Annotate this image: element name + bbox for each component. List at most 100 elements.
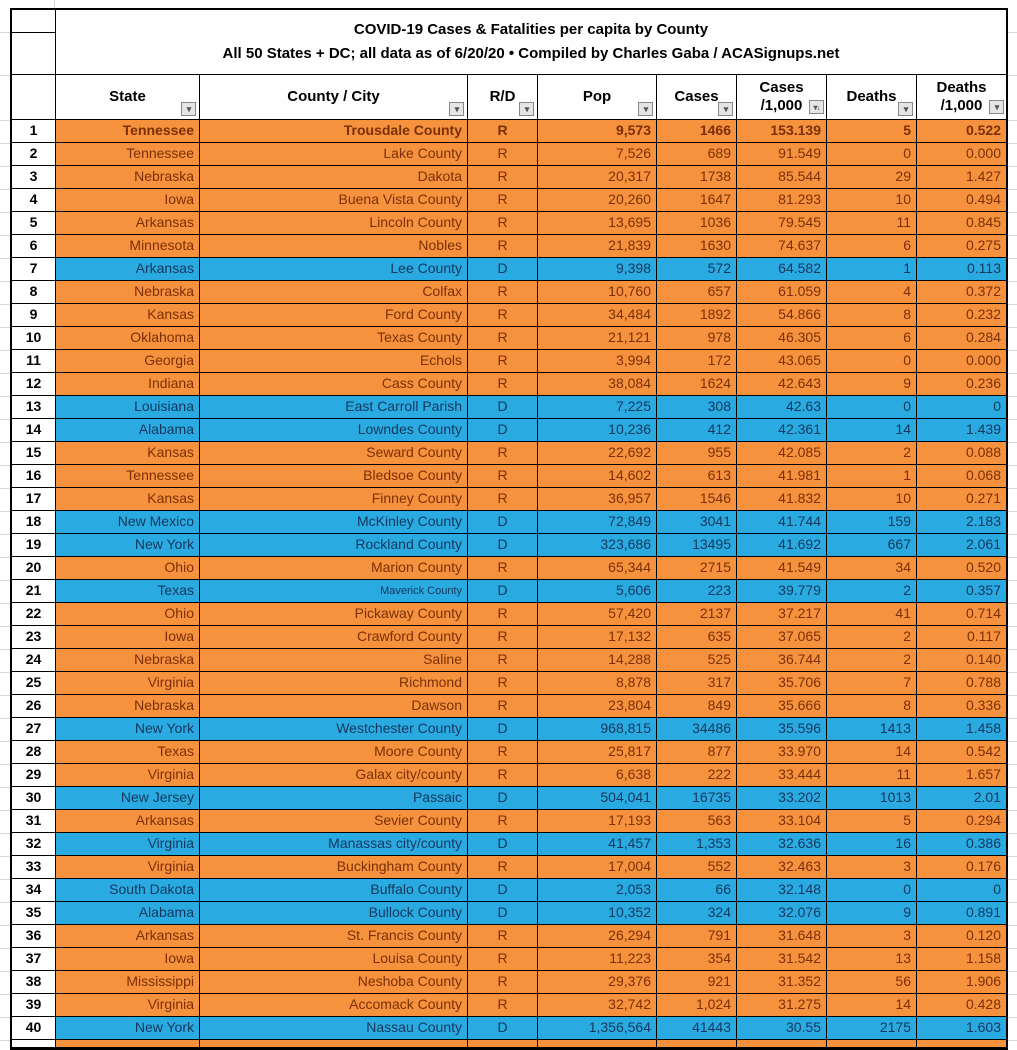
cell-deaths-per-1000[interactable]: 2.01 — [917, 787, 1006, 810]
row-number[interactable]: 25 — [12, 672, 56, 695]
cell-pop[interactable]: 2,053 — [538, 879, 657, 902]
row-number[interactable]: 32 — [12, 833, 56, 856]
cell-deaths-per-1000[interactable]: 0.386 — [917, 833, 1006, 856]
cell-county[interactable]: Moore County — [200, 741, 468, 764]
cell-state[interactable]: Kansas — [56, 442, 200, 465]
cell-deaths-per-1000[interactable]: 2.183 — [917, 511, 1006, 534]
row-number[interactable]: 19 — [12, 534, 56, 557]
empty-cell[interactable] — [12, 10, 55, 33]
cell-cases[interactable]: 13495 — [657, 534, 737, 557]
cell-cases-per-1000[interactable]: 39.779 — [737, 580, 827, 603]
cell-pop[interactable]: 6,638 — [538, 764, 657, 787]
cell-cases[interactable]: 1,353 — [657, 833, 737, 856]
cell-deaths[interactable]: 0 — [827, 879, 917, 902]
cell-county[interactable]: Passaic — [200, 787, 468, 810]
cell-state[interactable]: Mississippi — [56, 971, 200, 994]
cell-cases-per-1000[interactable]: 54.866 — [737, 304, 827, 327]
cell-deaths[interactable]: 0 — [827, 350, 917, 373]
cell-cases-per-1000[interactable]: 41.981 — [737, 465, 827, 488]
cell-county[interactable]: Buena Vista County — [200, 189, 468, 212]
cell-state[interactable]: Virginia — [56, 856, 200, 879]
cell-state[interactable]: Nebraska — [56, 281, 200, 304]
cell-cases-per-1000[interactable]: 33.970 — [737, 741, 827, 764]
cell-cases-per-1000[interactable]: 42.361 — [737, 419, 827, 442]
cell-cases[interactable]: 921 — [657, 971, 737, 994]
cell-cases[interactable]: 563 — [657, 810, 737, 833]
cell-deaths-per-1000[interactable]: 0.000 — [917, 350, 1006, 373]
cell-state[interactable]: Georgia — [56, 350, 200, 373]
cell-deaths[interactable]: 41 — [827, 603, 917, 626]
cell-county[interactable]: Bullock County — [200, 902, 468, 925]
cell-cases-per-1000[interactable]: 32.463 — [737, 856, 827, 879]
cell-cases-per-1000[interactable]: 31.275 — [737, 994, 827, 1017]
cell-state[interactable]: Virginia — [56, 994, 200, 1017]
cell-pop[interactable]: 72,849 — [538, 511, 657, 534]
cell-party[interactable]: R — [468, 143, 538, 166]
cell-state[interactable]: New York — [56, 718, 200, 741]
cell-deaths-per-1000[interactable]: 1.603 — [917, 1017, 1006, 1040]
cell-deaths[interactable]: 3 — [827, 856, 917, 879]
cell-deaths[interactable]: 16 — [827, 833, 917, 856]
column-header-county[interactable]: County / City ▾ — [200, 75, 468, 120]
cell-deaths[interactable]: 2175 — [827, 1017, 917, 1040]
cell-cases[interactable]: 1546 — [657, 488, 737, 511]
cell-deaths-per-1000[interactable]: 0.117 — [917, 626, 1006, 649]
column-header-deaths[interactable]: Deaths ▾ — [827, 75, 917, 120]
cell-party[interactable]: R — [468, 488, 538, 511]
cell-partial[interactable] — [737, 1040, 827, 1048]
cell-cases[interactable]: 657 — [657, 281, 737, 304]
cell-deaths[interactable]: 10 — [827, 189, 917, 212]
column-header-deaths_k[interactable]: Deaths/1,000 ▾ — [917, 75, 1006, 120]
cell-deaths-per-1000[interactable]: 0 — [917, 879, 1006, 902]
cell-deaths[interactable]: 8 — [827, 695, 917, 718]
cell-cases[interactable]: 354 — [657, 948, 737, 971]
cell-partial[interactable] — [538, 1040, 657, 1048]
cell-county[interactable]: Buckingham County — [200, 856, 468, 879]
cell-state[interactable]: Louisiana — [56, 396, 200, 419]
cell-cases-per-1000[interactable]: 74.637 — [737, 235, 827, 258]
cell-county[interactable]: Crawford County — [200, 626, 468, 649]
cell-state[interactable]: New York — [56, 534, 200, 557]
row-number[interactable]: 13 — [12, 396, 56, 419]
cell-party[interactable]: R — [468, 741, 538, 764]
cell-pop[interactable]: 21,839 — [538, 235, 657, 258]
cell-cases[interactable]: 3041 — [657, 511, 737, 534]
row-number[interactable]: 2 — [12, 143, 56, 166]
cell-cases[interactable]: 525 — [657, 649, 737, 672]
row-number-header-cell[interactable] — [12, 75, 56, 120]
cell-deaths[interactable]: 1413 — [827, 718, 917, 741]
cell-deaths[interactable]: 3 — [827, 925, 917, 948]
cell-county[interactable]: Richmond — [200, 672, 468, 695]
row-number[interactable]: 29 — [12, 764, 56, 787]
cell-cases-per-1000[interactable]: 32.148 — [737, 879, 827, 902]
cell-deaths[interactable]: 5 — [827, 120, 917, 143]
cell-cases[interactable]: 308 — [657, 396, 737, 419]
cell-deaths-per-1000[interactable]: 0.522 — [917, 120, 1006, 143]
cell-cases-per-1000[interactable]: 41.832 — [737, 488, 827, 511]
cell-county[interactable]: Nobles — [200, 235, 468, 258]
cell-state[interactable]: Virginia — [56, 833, 200, 856]
cell-deaths[interactable]: 10 — [827, 488, 917, 511]
cell-state[interactable]: Virginia — [56, 764, 200, 787]
cell-cases-per-1000[interactable]: 41.744 — [737, 511, 827, 534]
cell-partial[interactable] — [917, 1040, 1006, 1048]
cell-state[interactable]: Tennessee — [56, 143, 200, 166]
cell-deaths-per-1000[interactable]: 0.275 — [917, 235, 1006, 258]
cell-party[interactable]: D — [468, 396, 538, 419]
row-number[interactable]: 14 — [12, 419, 56, 442]
cell-deaths[interactable]: 2 — [827, 649, 917, 672]
cell-cases[interactable]: 1,024 — [657, 994, 737, 1017]
cell-deaths-per-1000[interactable]: 1.458 — [917, 718, 1006, 741]
cell-pop[interactable]: 25,817 — [538, 741, 657, 764]
row-number[interactable]: 36 — [12, 925, 56, 948]
cell-county[interactable]: Pickaway County — [200, 603, 468, 626]
cell-cases[interactable]: 41443 — [657, 1017, 737, 1040]
cell-pop[interactable]: 13,695 — [538, 212, 657, 235]
cell-cases[interactable]: 791 — [657, 925, 737, 948]
cell-cases[interactable]: 172 — [657, 350, 737, 373]
cell-party[interactable]: R — [468, 235, 538, 258]
cell-party[interactable]: D — [468, 258, 538, 281]
cell-deaths[interactable]: 2 — [827, 626, 917, 649]
cell-pop[interactable]: 1,356,564 — [538, 1017, 657, 1040]
cell-party[interactable]: R — [468, 971, 538, 994]
